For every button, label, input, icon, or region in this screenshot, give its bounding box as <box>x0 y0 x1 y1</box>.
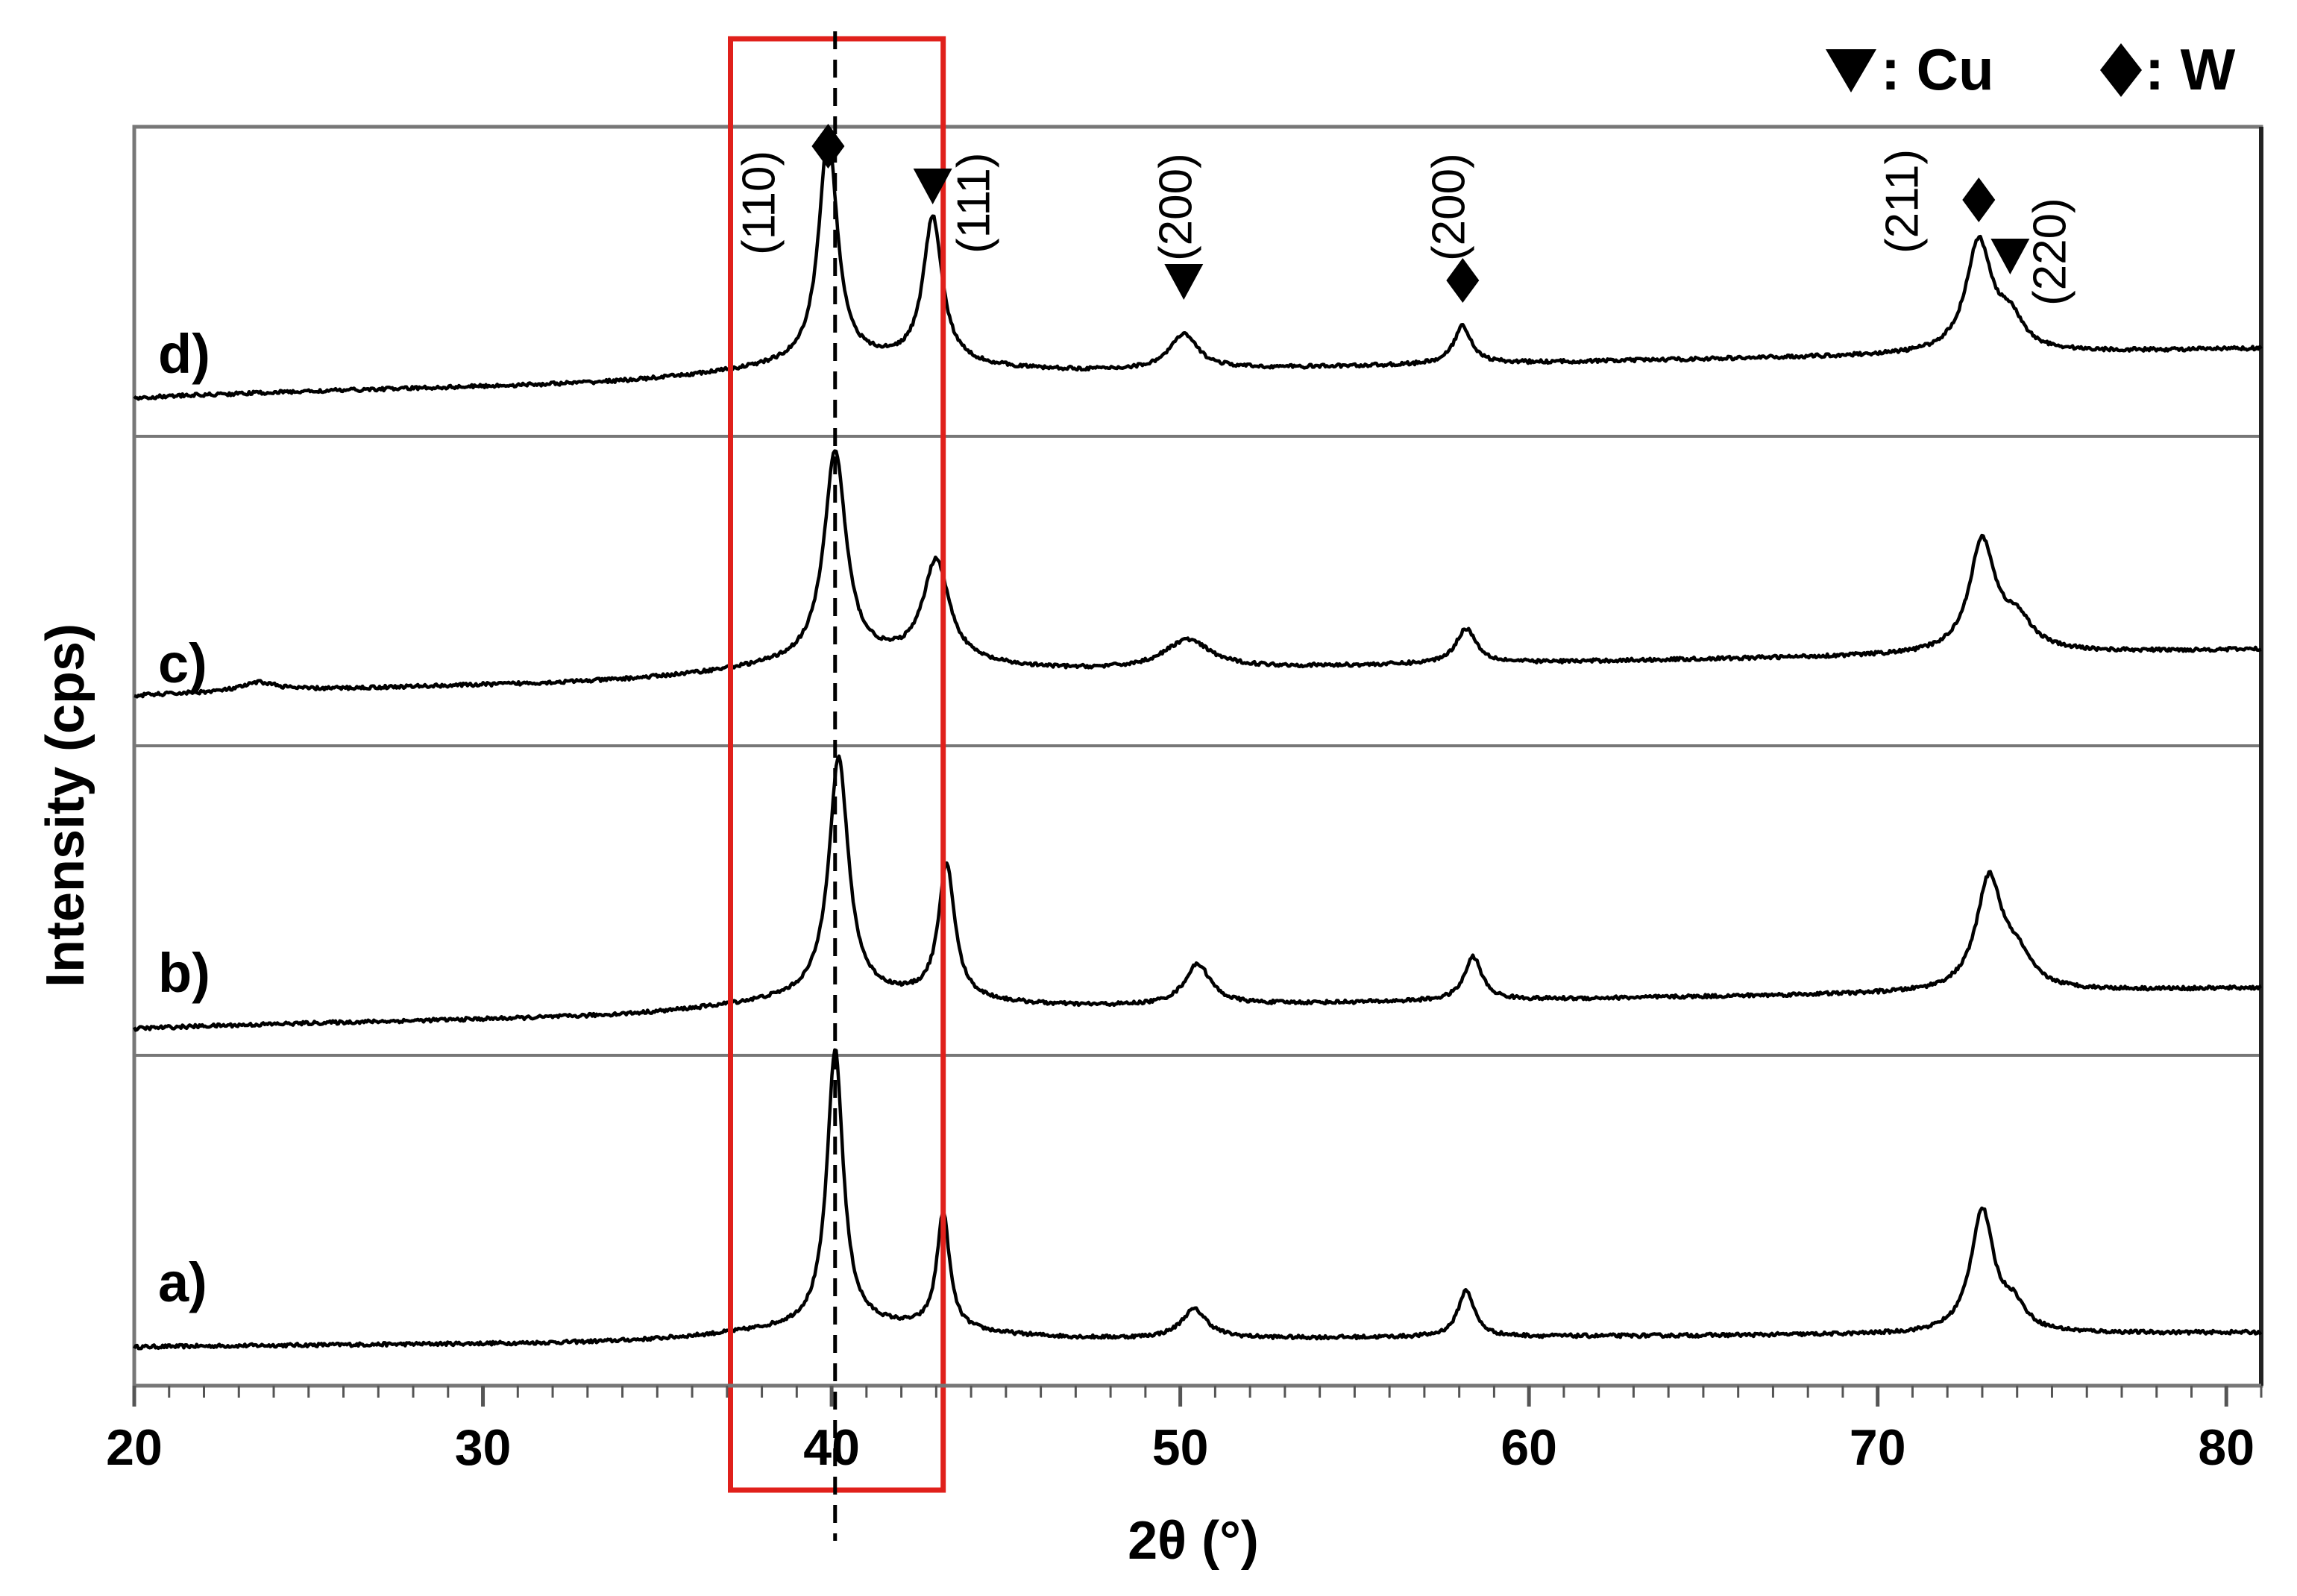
cu-peak-triangle-icon <box>1164 264 1204 300</box>
trace-group: a) b) c) d) <box>132 131 2263 1351</box>
xrd-trace <box>133 1048 2263 1351</box>
panel-label: b) <box>158 942 210 1004</box>
peak-index-label: (200) <box>1423 153 1474 261</box>
x-tick-label: 80 <box>2198 1419 2254 1476</box>
legend-w-diamond-icon <box>2100 43 2142 97</box>
xrd-trace <box>133 449 2262 699</box>
xrd-trace <box>132 754 2262 1032</box>
x-tick-label: 30 <box>455 1419 512 1476</box>
x-tick-label: 60 <box>1501 1419 1557 1476</box>
peak-index-label: (200) <box>1150 153 1201 261</box>
legend-cu-label: : Cu <box>1881 37 1994 102</box>
plot-frame <box>132 125 2263 1388</box>
peak-index-label: (110) <box>733 151 785 255</box>
x-axis: 20 30 40 50 60 70 80 <box>106 1383 2263 1476</box>
x-tick-label: 20 <box>106 1419 163 1476</box>
peak-index-label: (220) <box>2024 198 2076 306</box>
cu-peak-triangle-icon <box>1990 239 2030 274</box>
peak-index-label: (211) <box>1876 149 1928 254</box>
xrd-trace <box>133 131 2263 401</box>
y-axis-title: Intensity (cps) <box>36 623 95 987</box>
x-tick-label: 40 <box>803 1419 860 1476</box>
w-peak-diamond-icon <box>1446 258 1480 303</box>
plot-border <box>132 125 2263 1388</box>
w-peak-diamond-icon <box>1962 177 1996 222</box>
legend-w-label: : W <box>2145 37 2236 102</box>
x-tick-label: 70 <box>1850 1419 1906 1476</box>
cu-peak-triangle-icon <box>913 169 952 204</box>
panel-label: a) <box>158 1251 207 1313</box>
panel-label: d) <box>158 323 210 385</box>
legend-cu-triangle-icon <box>1826 49 1876 92</box>
x-tick-label: 50 <box>1152 1419 1209 1476</box>
panel-label: c) <box>158 632 207 694</box>
w-peak-diamond-icon <box>811 124 845 169</box>
annotation-group: (110) (111) (200) (200) (211) (220) <box>727 31 2076 1541</box>
x-axis-title: 2θ (°) <box>1128 1511 1259 1571</box>
legend: : Cu : W <box>1826 37 2236 102</box>
peak-index-label: (111) <box>949 152 1000 254</box>
